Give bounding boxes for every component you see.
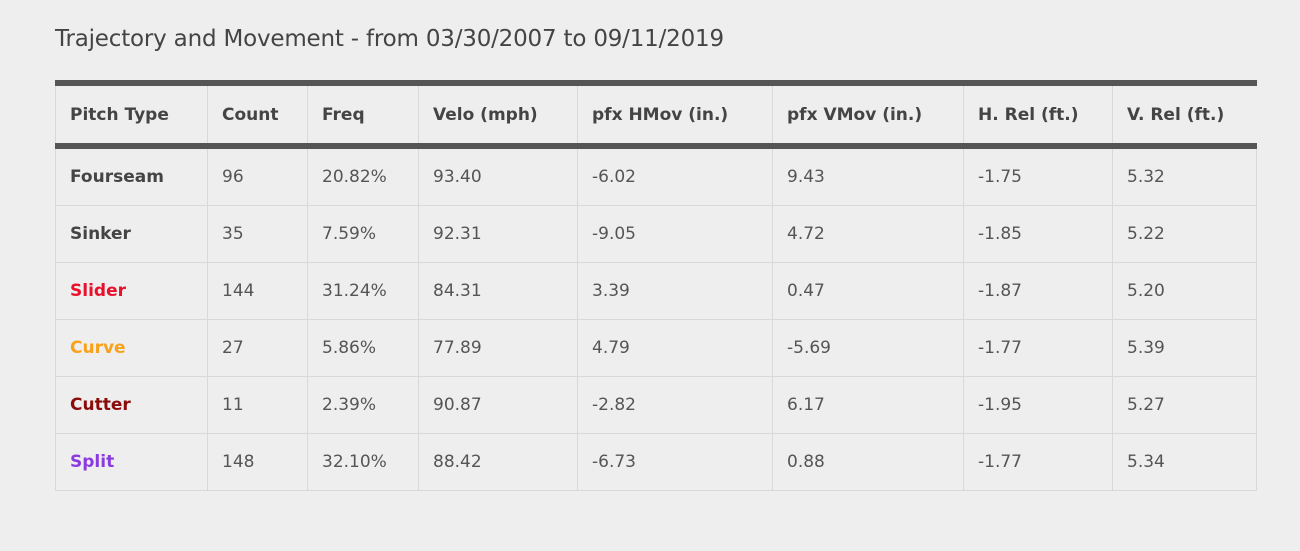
table-row: Fourseam 96 20.82% 93.40 -6.02 9.43 -1.75 5.32 (55, 145, 1257, 206)
cell: 9.43 (772, 145, 964, 206)
pitch-type: Fourseam (55, 145, 208, 206)
cell: 5.34 (1112, 433, 1257, 491)
title: Trajectory and Movement - from 03/30/200… (55, 26, 724, 52)
cell: -6.73 (577, 433, 773, 491)
cell: 3.39 (577, 262, 773, 320)
table-row: Split 148 32.10% 88.42 -6.73 0.88 -1.77 5.34 (55, 433, 1257, 491)
cell: -1.75 (963, 145, 1113, 206)
cell: 5.20 (1112, 262, 1257, 320)
column-header: H. Rel (ft.) (963, 83, 1113, 146)
cell: -6.02 (577, 145, 773, 206)
cell: 31.24% (307, 262, 419, 320)
cell: 4.72 (772, 205, 964, 263)
table-row: Sinker 35 7.59% 92.31 -9.05 4.72 -1.85 5.22 (55, 205, 1257, 263)
cell: -1.85 (963, 205, 1113, 263)
table-row: Slider 144 31.24% 84.31 3.39 0.47 -1.87 5.20 (55, 262, 1257, 320)
pitch-type: Sinker (55, 205, 208, 263)
header-row: Pitch Type Count Freq Velo (mph) pfx HMov (i… (55, 83, 1257, 146)
cell: 4.79 (577, 319, 773, 377)
pitch-type: Slider (55, 262, 208, 320)
cell: 77.89 (418, 319, 578, 377)
pitch-type: Curve (55, 319, 208, 377)
cell: 5.39 (1112, 319, 1257, 377)
cell: 32.10% (307, 433, 419, 491)
column-header: Velo (mph) (418, 83, 578, 146)
column-header: pfx HMov (in.) (577, 83, 773, 146)
cell: -5.69 (772, 319, 964, 377)
cell: 2.39% (307, 376, 419, 434)
cell: 7.59% (307, 205, 419, 263)
table-row: Cutter 11 2.39% 90.87 -2.82 6.17 -1.95 5.27 (55, 376, 1257, 434)
column-header: Count (207, 83, 308, 146)
cell: 92.31 (418, 205, 578, 263)
cell: 96 (207, 145, 308, 206)
cell: 27 (207, 319, 308, 377)
cell: -1.77 (963, 319, 1113, 377)
cell: 0.88 (772, 433, 964, 491)
pitch-type: Cutter (55, 376, 208, 434)
cell: 148 (207, 433, 308, 491)
cell: -9.05 (577, 205, 773, 263)
cell: 144 (207, 262, 308, 320)
cell: 5.22 (1112, 205, 1257, 263)
column-header: Freq (307, 83, 419, 146)
cell: 5.86% (307, 319, 419, 377)
cell: 93.40 (418, 145, 578, 206)
cell: 88.42 (418, 433, 578, 491)
cell: -2.82 (577, 376, 773, 434)
cell: 84.31 (418, 262, 578, 320)
cell: -1.87 (963, 262, 1113, 320)
column-header: V. Rel (ft.) (1112, 83, 1257, 146)
cell: 35 (207, 205, 308, 263)
pitch-table: Pitch Type Count Freq Velo (mph) pfx HMov (i… (55, 80, 1257, 491)
cell: 6.17 (772, 376, 964, 434)
table-row: Curve 27 5.86% 77.89 4.79 -5.69 -1.77 5.39 (55, 319, 1257, 377)
pitch-type: Split (55, 433, 208, 491)
cell: 90.87 (418, 376, 578, 434)
column-header: Pitch Type (55, 83, 208, 146)
cell: 20.82% (307, 145, 419, 206)
cell: 0.47 (772, 262, 964, 320)
cell: 5.27 (1112, 376, 1257, 434)
cell: -1.77 (963, 433, 1113, 491)
cell: 11 (207, 376, 308, 434)
cell: 5.32 (1112, 145, 1257, 206)
cell: -1.95 (963, 376, 1113, 434)
column-header: pfx VMov (in.) (772, 83, 964, 146)
table-body: Fourseam 96 20.82% 93.40 -6.02 9.43 -1.75 5.32 S… (55, 145, 1257, 491)
table-header: Pitch Type Count Freq Velo (mph) pfx HMov (i… (55, 83, 1257, 146)
